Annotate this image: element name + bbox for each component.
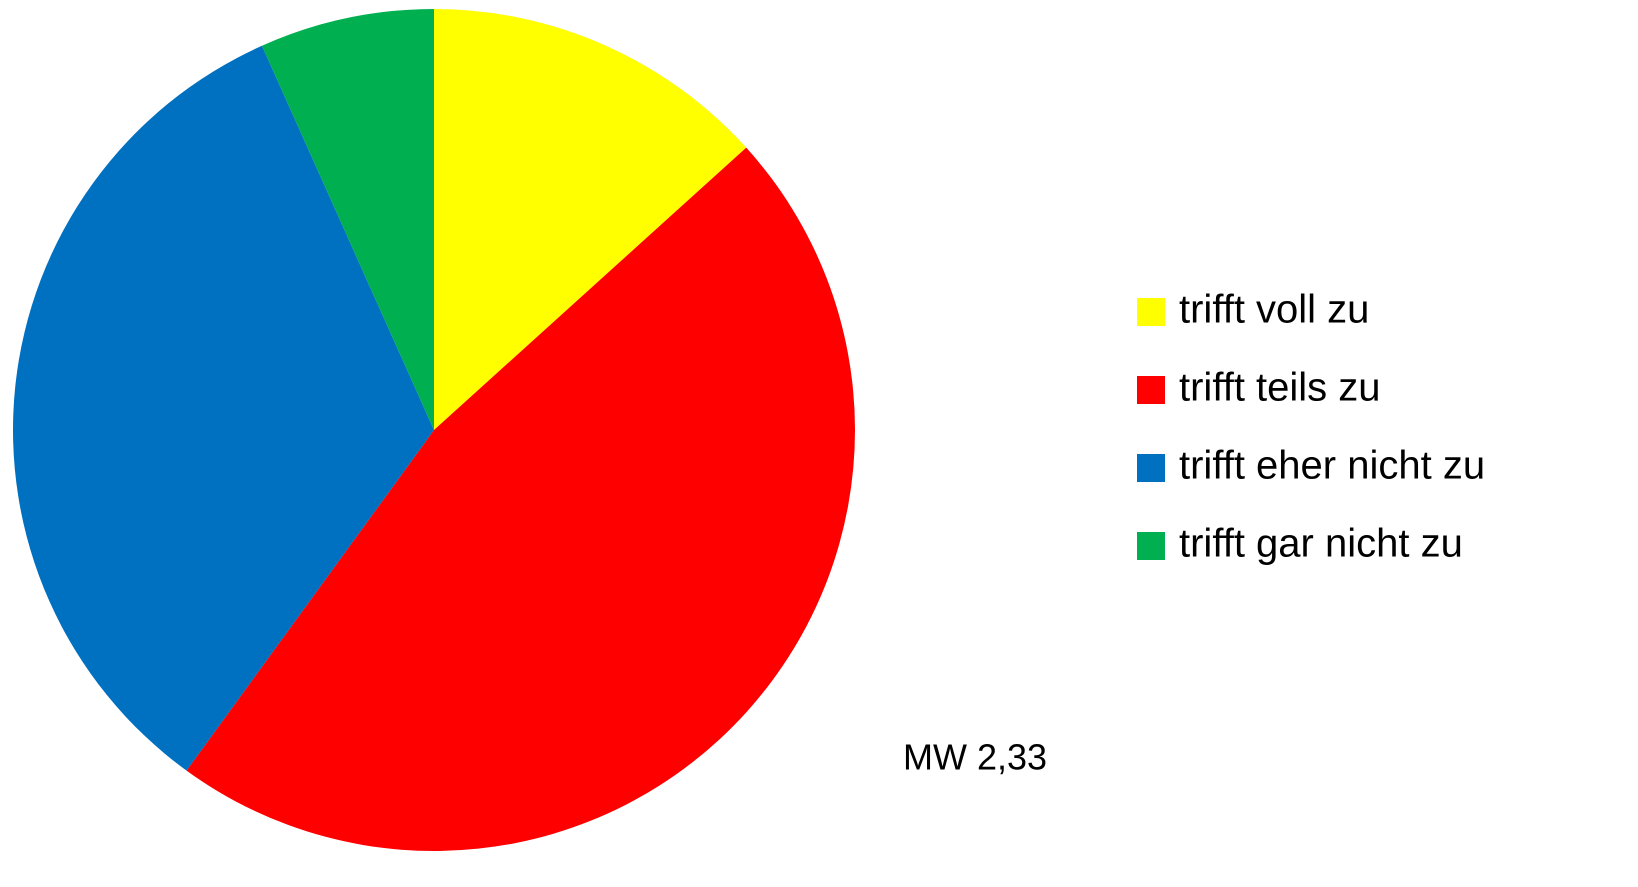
legend-swatch xyxy=(1137,532,1165,560)
annotation: MW 2,33 xyxy=(903,737,1047,778)
pie-slice xyxy=(434,9,747,430)
pie-slice xyxy=(12,45,434,771)
legend-swatch xyxy=(1137,454,1165,482)
legend-label: trifft eher nicht zu xyxy=(1179,444,1485,488)
pie-slice xyxy=(186,147,856,851)
legend-label: trifft teils zu xyxy=(1179,366,1381,410)
legend-label: trifft voll zu xyxy=(1179,288,1369,332)
legend-label: trifft gar nicht zu xyxy=(1179,522,1463,566)
pie-slice xyxy=(261,9,434,430)
legend-swatch xyxy=(1137,376,1165,404)
legend-swatch xyxy=(1137,298,1165,326)
